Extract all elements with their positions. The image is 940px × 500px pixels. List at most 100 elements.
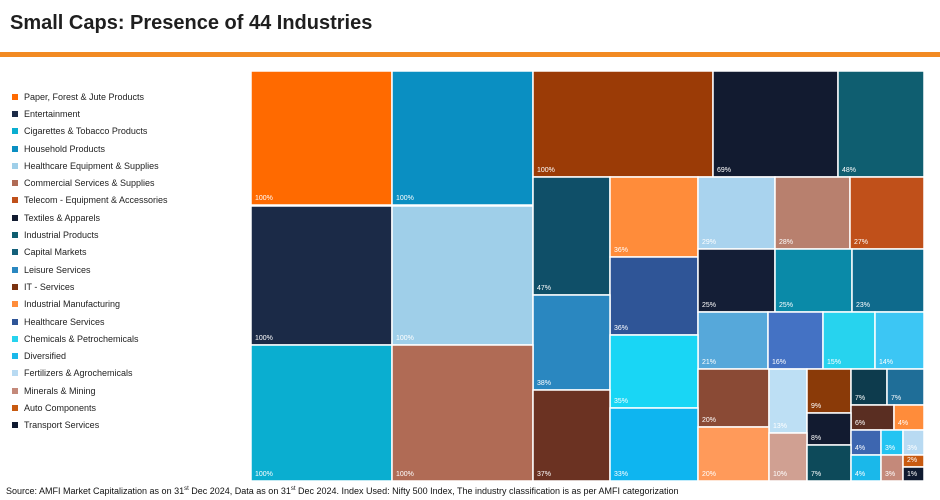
treemap-tile	[609, 256, 699, 336]
legend-item: Healthcare Services	[12, 313, 242, 330]
legend-swatch	[12, 335, 18, 342]
treemap-tile	[697, 248, 776, 313]
tile-value-label: 13%	[773, 423, 787, 430]
tile-value-label: 3%	[885, 445, 895, 452]
treemap-tile	[850, 454, 882, 482]
tile-value-label: 100%	[396, 335, 414, 342]
legend-item: Telecom - Equipment & Accessories	[12, 192, 242, 209]
treemap-tile	[532, 294, 611, 391]
treemap-tile	[250, 344, 393, 482]
tile-value-label: 20%	[702, 471, 716, 478]
legend-label: Healthcare Services	[24, 316, 105, 327]
legend-label: Capital Markets	[24, 247, 87, 258]
legend-label: Leisure Services	[24, 264, 91, 275]
treemap-tile	[806, 368, 852, 414]
legend-label: Telecom - Equipment & Accessories	[24, 195, 168, 206]
treemap-tile	[902, 466, 925, 482]
tile-value-label: 15%	[827, 359, 841, 366]
treemap-tile	[767, 311, 824, 370]
treemap-tile	[768, 368, 808, 434]
treemap-tile	[893, 404, 925, 431]
tile-value-label: 36%	[614, 247, 628, 254]
title-underline	[0, 52, 940, 57]
legend-label: Industrial Manufacturing	[24, 299, 121, 310]
legend-label: Fertilizers & Agrochemicals	[24, 368, 133, 379]
tile-value-label: 7%	[855, 395, 865, 402]
treemap-tile	[697, 368, 770, 428]
legend-label: Diversified	[24, 351, 67, 362]
tile-value-label: 28%	[779, 239, 793, 246]
legend-label: Auto Components	[24, 402, 97, 413]
legend-item: Capital Markets	[12, 244, 242, 261]
chart-title: Small Caps: Presence of 44 Industries	[10, 12, 373, 34]
tile-value-label: 4%	[898, 420, 908, 427]
legend-swatch	[12, 145, 18, 152]
legend-label: Cigarettes & Tobacco Products	[24, 126, 148, 137]
treemap-tile	[532, 70, 714, 178]
legend-swatch	[12, 128, 18, 135]
treemap-tile	[532, 389, 611, 482]
legend-label: Chemicals & Petrochemicals	[24, 333, 139, 344]
tile-value-label: 20%	[702, 417, 716, 424]
tile-value-label: 16%	[772, 359, 786, 366]
legend-item: Household Products	[12, 140, 242, 157]
legend-label: IT - Services	[24, 281, 75, 292]
legend-swatch	[12, 318, 18, 325]
legend-item: Transport Services	[12, 417, 242, 434]
tile-value-label: 3%	[885, 471, 895, 478]
legend-item: Chemicals & Petrochemicals	[12, 330, 242, 347]
legend-label: Entertainment	[24, 108, 81, 119]
legend-item: Entertainment	[12, 105, 242, 122]
legend-swatch	[12, 422, 18, 429]
legend-item: Diversified	[12, 347, 242, 364]
legend-item: Commercial Services & Supplies	[12, 174, 242, 191]
legend-item: Leisure Services	[12, 261, 242, 278]
tile-value-label: 47%	[537, 285, 551, 292]
legend-swatch	[12, 180, 18, 187]
tile-value-label: 10%	[773, 471, 787, 478]
legend-swatch	[12, 162, 18, 169]
treemap-tile	[609, 407, 699, 482]
legend-swatch	[12, 232, 18, 239]
legend-swatch	[12, 404, 18, 411]
tile-value-label: 100%	[396, 195, 414, 202]
legend-item: Healthcare Equipment & Supplies	[12, 157, 242, 174]
tile-value-label: 9%	[811, 403, 821, 410]
treemap-tile	[851, 248, 925, 313]
tile-value-label: 29%	[702, 239, 716, 246]
legend-label: Textiles & Apparels	[24, 212, 101, 223]
legend-swatch	[12, 301, 18, 308]
legend-swatch	[12, 353, 18, 360]
tile-value-label: 8%	[811, 435, 821, 442]
legend-label: Commercial Services & Supplies	[24, 178, 155, 189]
tile-value-label: 21%	[702, 359, 716, 366]
treemap-tile	[609, 334, 699, 409]
tile-value-label: 23%	[856, 302, 870, 309]
tile-value-label: 100%	[255, 195, 273, 202]
legend-item: Industrial Products	[12, 226, 242, 243]
treemap-tile	[391, 344, 534, 482]
tile-value-label: 25%	[702, 302, 716, 309]
tile-value-label: 4%	[855, 445, 865, 452]
tile-value-label: 7%	[811, 471, 821, 478]
tile-value-label: 27%	[854, 239, 868, 246]
legend-label: Healthcare Equipment & Supplies	[24, 160, 159, 171]
treemap-tile	[849, 176, 925, 250]
treemap-tile	[697, 426, 770, 482]
treemap-tile	[532, 176, 611, 296]
treemap-tile	[768, 432, 808, 482]
tile-value-label: 38%	[537, 380, 551, 387]
legend-swatch	[12, 370, 18, 377]
tile-value-label: 100%	[396, 471, 414, 478]
tile-value-label: 2%	[907, 457, 917, 464]
treemap-tile	[250, 205, 393, 346]
legend-label: Industrial Products	[24, 230, 99, 241]
tile-value-label: 1%	[907, 471, 917, 478]
legend-item: Textiles & Apparels	[12, 209, 242, 226]
legend-item: Paper, Forest & Jute Products	[12, 88, 242, 105]
legend-item: Cigarettes & Tobacco Products	[12, 123, 242, 140]
tile-value-label: 100%	[255, 335, 273, 342]
tile-value-label: 14%	[879, 359, 893, 366]
legend-swatch	[12, 214, 18, 221]
tile-value-label: 100%	[255, 471, 273, 478]
